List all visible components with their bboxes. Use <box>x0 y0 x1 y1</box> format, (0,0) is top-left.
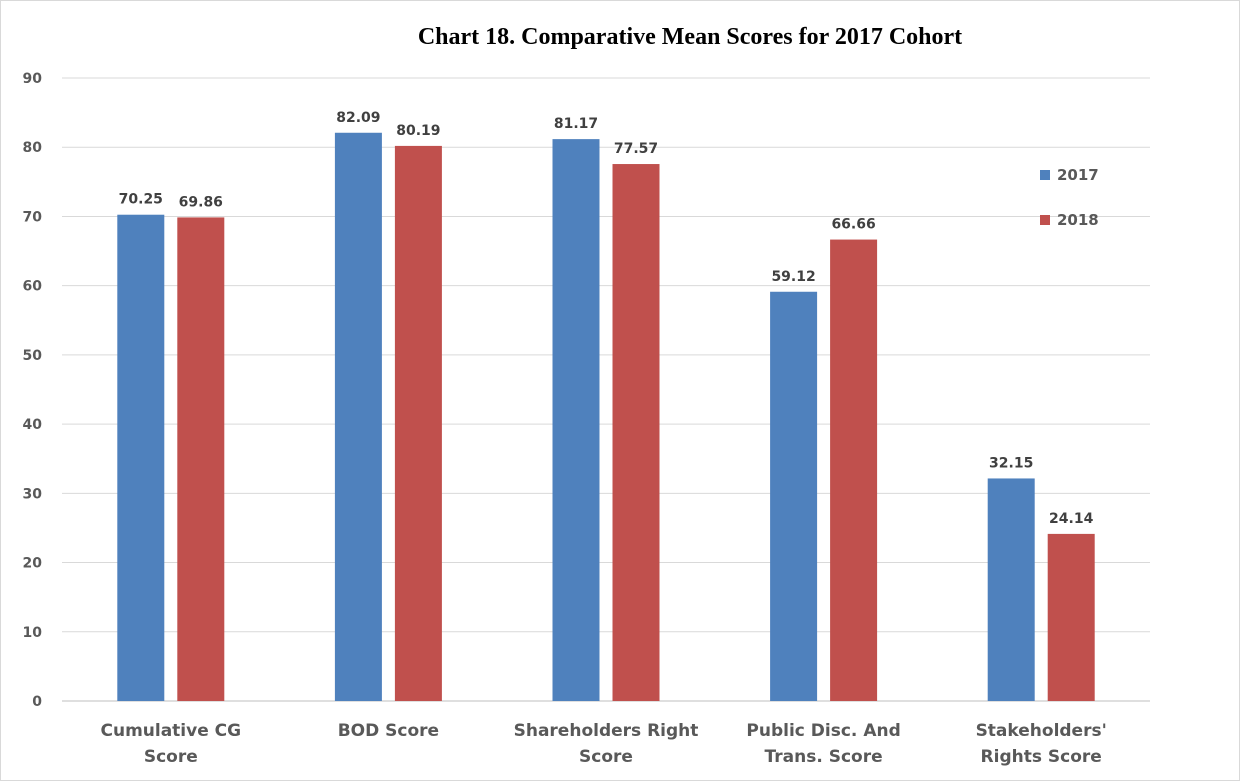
y-tick-label: 30 <box>23 486 43 502</box>
y-tick-label: 10 <box>23 625 43 641</box>
bar-2017 <box>334 132 382 702</box>
legend-label-2018: 2018 <box>1057 211 1099 229</box>
y-tick-label: 0 <box>32 694 42 710</box>
y-tick-label: 20 <box>23 556 43 572</box>
bar-2018 <box>612 164 660 702</box>
y-tick-label: 50 <box>23 348 43 364</box>
bar-2017 <box>552 139 600 701</box>
data-label-2017: 32.15 <box>989 455 1033 471</box>
legend: 2017 2018 <box>1040 164 1099 254</box>
data-label-2018: 66.66 <box>831 217 875 233</box>
chart-title: Chart 18. Comparative Mean Scores for 20… <box>417 24 963 50</box>
data-label-2018: 80.19 <box>396 123 440 139</box>
bar-2017 <box>117 214 165 702</box>
x-tick-label: Trans. Score <box>765 747 883 767</box>
data-label-2018: 77.57 <box>614 141 658 157</box>
data-label-2017: 59.12 <box>771 269 815 285</box>
bar-2018 <box>394 145 442 702</box>
gridlines <box>62 77 1150 702</box>
y-tick-label: 90 <box>23 71 43 87</box>
y-tick-label: 70 <box>23 209 43 225</box>
data-label-2017: 81.17 <box>554 116 598 132</box>
data-label-2018: 24.14 <box>1049 511 1094 527</box>
data-label-2018: 69.86 <box>179 194 223 210</box>
y-tick-label: 40 <box>23 417 43 433</box>
x-tick-label: Shareholders Right <box>514 721 699 741</box>
y-axis-ticks: 0 10 20 30 40 50 60 70 80 90 <box>23 71 43 710</box>
bar-series <box>117 132 1095 702</box>
x-tick-label: Cumulative CG <box>100 721 241 741</box>
x-tick-label: Score <box>144 747 198 767</box>
bar-2018 <box>830 239 878 701</box>
legend-label-2017: 2017 <box>1057 166 1099 184</box>
legend-item-2018: 2018 <box>1040 209 1099 231</box>
x-tick-label: BOD Score <box>338 721 439 741</box>
bar-2018 <box>1047 533 1095 701</box>
value-labels: 70.25 69.86 82.09 80.19 81.17 77.57 59.12 66.66… <box>119 110 1094 527</box>
x-axis-labels: Cumulative CG Score BOD Score Shareholders … <box>100 721 1106 767</box>
legend-swatch-2018 <box>1040 215 1050 225</box>
data-label-2017: 70.25 <box>119 192 163 208</box>
legend-swatch-2017 <box>1040 170 1050 180</box>
x-tick-label: Public Disc. And <box>746 721 900 741</box>
x-tick-label: Rights Score <box>981 747 1102 767</box>
y-tick-label: 80 <box>23 140 43 156</box>
bar-2018 <box>177 217 225 701</box>
bar-2017 <box>987 478 1035 701</box>
data-label-2017: 82.09 <box>336 110 380 126</box>
legend-item-2017: 2017 <box>1040 164 1099 186</box>
x-tick-label: Stakeholders' <box>976 721 1107 741</box>
y-tick-label: 60 <box>23 279 43 295</box>
bar-2017 <box>770 291 818 701</box>
x-tick-label: Score <box>579 747 633 767</box>
